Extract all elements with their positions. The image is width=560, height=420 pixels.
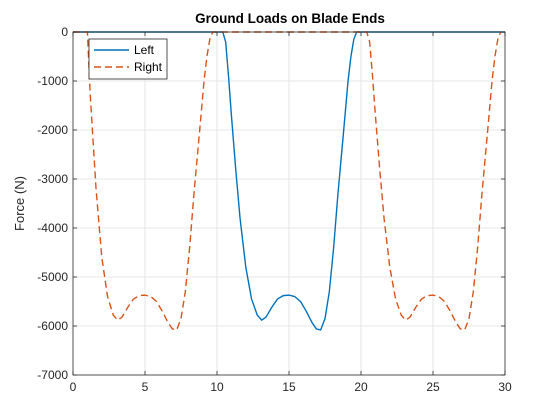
series-layer <box>73 31 505 331</box>
series-line-left <box>73 31 505 331</box>
legend: Left Right <box>88 38 168 80</box>
x-tick-label: 30 <box>498 380 512 394</box>
x-tick-label: 20 <box>354 380 368 394</box>
legend-label-right: Right <box>134 60 163 74</box>
grid-lines <box>73 32 505 375</box>
y-tick-label: -6000 <box>37 319 68 333</box>
y-tick-label: -1000 <box>37 74 68 88</box>
y-axis-label: Force (N) <box>12 176 27 231</box>
legend-label-left: Left <box>134 43 155 57</box>
x-tick-label: 25 <box>426 380 440 394</box>
axis-ticks: 0 5 10 15 20 25 30 -7000 -6000 -5000 -4000 -3000 -20… <box>37 25 512 394</box>
y-tick-label: -2000 <box>37 123 68 137</box>
y-tick-label: -3000 <box>37 172 68 186</box>
x-tick-label: 5 <box>142 380 149 394</box>
x-tick-label: 0 <box>70 380 77 394</box>
legend-box <box>88 38 168 80</box>
y-tick-label: -7000 <box>37 368 68 382</box>
y-tick-label: -4000 <box>37 221 68 235</box>
y-tick-label: 0 <box>61 25 68 39</box>
x-tick-label: 10 <box>210 380 224 394</box>
series-line-right <box>73 31 502 331</box>
chart-title: Ground Loads on Blade Ends <box>195 11 385 26</box>
y-tick-label: -5000 <box>37 270 68 284</box>
x-tick-label: 15 <box>282 380 296 394</box>
